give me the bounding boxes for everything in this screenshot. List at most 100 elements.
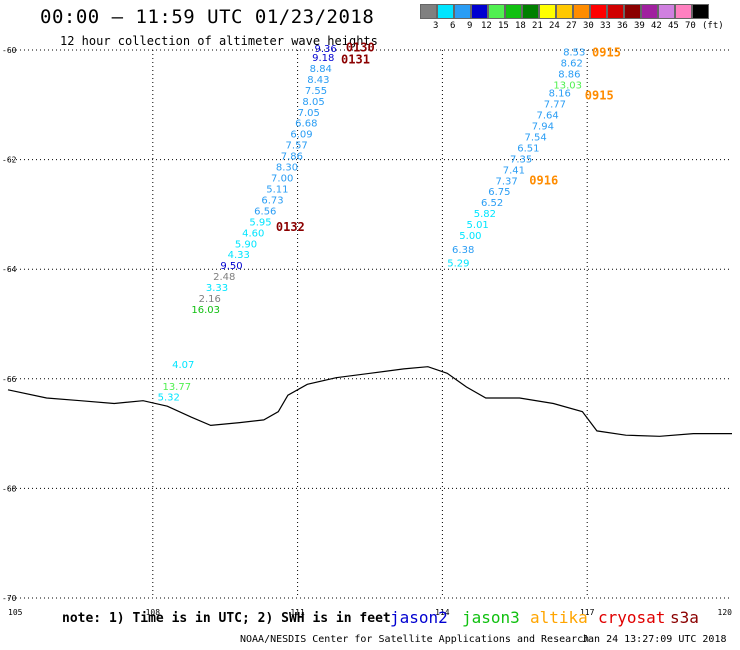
legend-label: 70 <box>685 21 696 31</box>
pass-time-label: 0132 <box>276 220 305 234</box>
pass-time-label: 0915 <box>585 88 614 102</box>
legend-swatches <box>420 4 740 19</box>
legend-label: 18 <box>515 21 526 31</box>
footer-note: note: 1) Time is in UTC; 2) SWH is in fe… <box>62 611 391 626</box>
color-legend: 3 6 9 12 15 18 21 24 27 30 33 36 39 42 45 70 (ft) <box>420 4 740 33</box>
legend-label: 33 <box>600 21 611 31</box>
legend-swatch <box>692 4 709 19</box>
legend-swatch <box>471 4 488 19</box>
y-tick-label: -66 <box>2 375 17 384</box>
legend-label: 45 <box>668 21 679 31</box>
y-tick-label: -64 <box>2 265 17 274</box>
legend-swatch <box>675 4 692 19</box>
page-subtitle: 12 hour collection of altimeter wave hei… <box>60 34 378 48</box>
legend-label: 30 <box>583 21 594 31</box>
legend-swatch <box>505 4 522 19</box>
wave-height-label: 8.43 <box>307 75 329 86</box>
wave-height-label: 8.86 <box>558 69 580 80</box>
satellite-jason3: jason3 <box>462 608 520 627</box>
wave-height-label: 8.84 <box>310 64 332 75</box>
wave-height-label: 13.03 <box>553 80 582 91</box>
wave-height-label: 7.05 <box>298 108 320 119</box>
wave-height-label: 8.30 <box>276 163 298 174</box>
x-tick-label: 105 <box>8 608 23 617</box>
pass-time-label: 0131 <box>341 53 370 67</box>
credit-line: NOAA/NESDIS Center for Satellite Applica… <box>240 634 590 645</box>
legend-swatch <box>539 4 556 19</box>
wave-height-label: 6.38 <box>452 245 474 256</box>
wave-height-label: 7.57 <box>286 141 308 152</box>
legend-label: 39 <box>634 21 645 31</box>
satellite-s3a: s3a <box>670 608 699 627</box>
wave-height-label: 7.41 <box>503 165 525 176</box>
coastline <box>7 366 732 437</box>
legend-label: 27 <box>566 21 577 31</box>
wave-height-label: 6.51 <box>517 143 539 154</box>
legend-swatch <box>607 4 624 19</box>
legend-swatch <box>624 4 641 19</box>
wave-height-label: 5.90 <box>235 239 257 250</box>
wave-height-label: 13.77 <box>162 382 191 393</box>
page-title: 00:00 – 11:59 UTC 01/23/2018 <box>40 6 375 28</box>
wave-height-label: 5.00 <box>459 231 481 242</box>
x-tick-label: 114 <box>435 608 450 617</box>
wave-height-label: 7.86 <box>281 152 303 163</box>
pass-time-label: 0915 <box>592 46 621 60</box>
wave-height-label: 8.16 <box>549 89 571 100</box>
wave-height-label: 5.82 <box>474 209 496 220</box>
wave-height-label: 6.56 <box>254 206 276 217</box>
y-tick-label: -60 <box>2 46 17 55</box>
wave-height-label: 7.77 <box>544 100 566 111</box>
wave-height-label: 6.75 <box>488 187 510 198</box>
wave-height-label: 4.60 <box>242 228 264 239</box>
legend-label: 15 <box>498 21 509 31</box>
legend-swatch <box>488 4 505 19</box>
grid-lines <box>8 49 732 599</box>
satellite-jason2: jason2 <box>390 608 448 627</box>
legend-swatch <box>556 4 573 19</box>
axis-labels: 105 108 111 114 117 120 -60 -62 -64 -66 -68 -70 <box>2 46 732 617</box>
wave-height-label: 7.35 <box>510 154 532 165</box>
wave-height-label: 7.54 <box>524 132 546 143</box>
wave-height-label: 7.00 <box>271 174 293 185</box>
legend-swatch <box>658 4 675 19</box>
wave-height-label: 9.50 <box>220 261 242 272</box>
pass-time-label: 0916 <box>529 173 558 187</box>
generated-timestamp: Jan 24 13:27:09 UTC 2018 <box>582 634 727 645</box>
pass-time-label: 0130 <box>346 41 375 55</box>
satellite-cryosat: cryosat <box>598 608 666 627</box>
legend-swatch <box>420 4 437 19</box>
legend-swatch <box>437 4 454 19</box>
wave-height-label: 6.73 <box>261 195 283 206</box>
wave-height-label: 7.37 <box>495 176 517 187</box>
wave-height-label: 5.32 <box>158 393 180 404</box>
x-tick-label: 111 <box>290 608 305 617</box>
legend-swatch <box>641 4 658 19</box>
legend-swatch <box>522 4 539 19</box>
y-tick-label: -62 <box>2 156 17 165</box>
legend-unit: (ft) <box>702 21 724 31</box>
legend-label: 9 <box>467 21 473 31</box>
wave-height-label: 6.09 <box>290 130 312 141</box>
wave-height-label: 2.48 <box>213 272 235 283</box>
wave-height-points: 9.369.188.848.437.558.057.056.686.097.57… <box>158 44 586 404</box>
wave-height-label: 16.03 <box>191 305 220 316</box>
wave-height-label: 5.29 <box>447 258 469 269</box>
legend-label: 24 <box>549 21 560 31</box>
wave-height-label: 4.33 <box>228 250 250 261</box>
wave-height-label: 7.55 <box>305 86 327 97</box>
legend-label: 42 <box>651 21 662 31</box>
wave-height-label: 6.52 <box>481 198 503 209</box>
wave-height-label: 7.94 <box>532 121 554 132</box>
x-tick-label: 117 <box>580 608 595 617</box>
x-tick-label: 120 <box>718 608 733 617</box>
wave-height-label: 8.05 <box>302 97 324 108</box>
wave-height-label: 8.53 <box>563 47 585 58</box>
wave-height-label: 5.01 <box>467 220 489 231</box>
legend-swatch <box>454 4 471 19</box>
legend-swatch <box>590 4 607 19</box>
wave-height-label: 4.07 <box>172 360 194 371</box>
y-tick-label: -70 <box>2 594 17 603</box>
